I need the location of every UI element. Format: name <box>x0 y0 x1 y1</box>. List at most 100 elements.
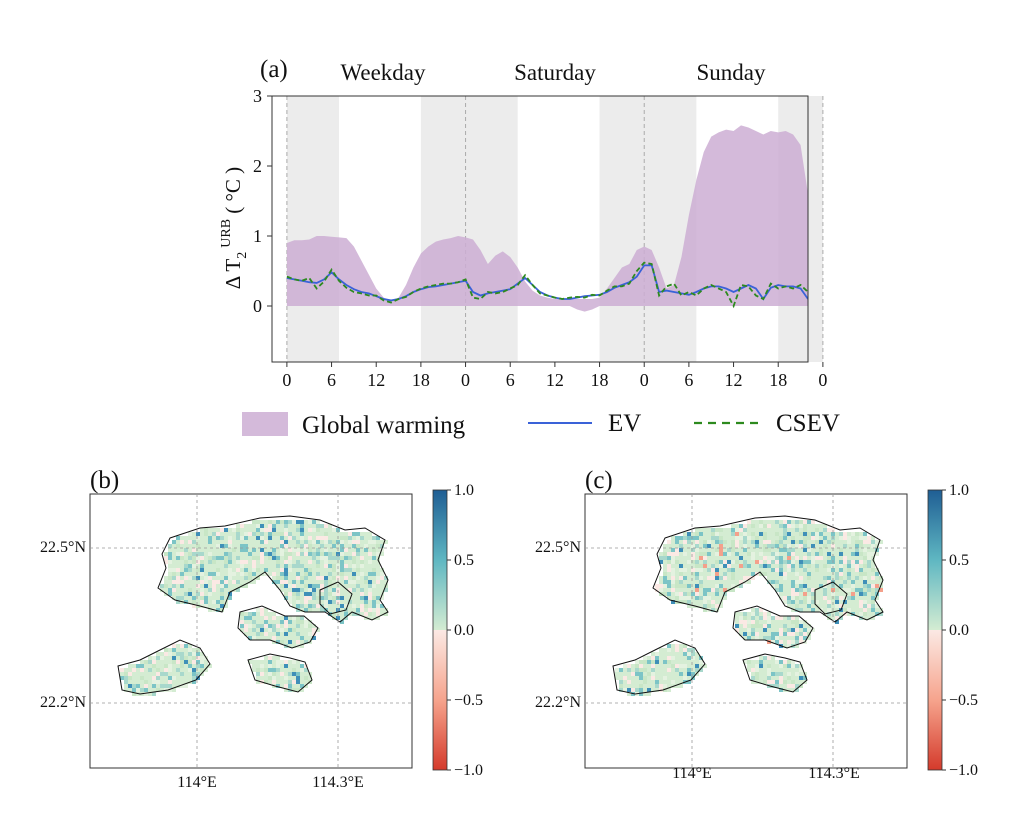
heatmap-cell <box>667 588 671 592</box>
heatmap-cell <box>739 564 743 568</box>
heatmap-cell <box>743 616 747 620</box>
heatmap-cell <box>819 556 823 560</box>
heatmap-cell <box>787 520 791 524</box>
heatmap-cell <box>176 576 180 580</box>
heatmap-cell <box>791 664 795 668</box>
heatmap-cell <box>316 608 320 612</box>
heatmap-cell <box>787 684 791 688</box>
heatmap-cell <box>743 564 747 568</box>
heatmap-cell <box>280 676 284 680</box>
y-axis-label: Δ T2URB ( °C ) <box>219 167 250 289</box>
heatmap-cell <box>871 616 875 620</box>
heatmap-cell <box>244 612 248 616</box>
heatmap-cell <box>775 676 779 680</box>
heatmap-cell <box>707 576 711 580</box>
heatmap-cell <box>188 564 192 568</box>
heatmap-cell <box>308 636 312 640</box>
heatmap-cell <box>284 588 288 592</box>
heatmap-cell <box>180 588 184 592</box>
heatmap-cell <box>799 592 803 596</box>
heatmap-cell <box>332 572 336 576</box>
heatmap-cell <box>140 684 144 688</box>
heatmap-cell <box>755 612 759 616</box>
heatmap-cell <box>384 576 388 580</box>
heatmap-cell <box>276 664 280 668</box>
heatmap-cell <box>252 616 256 620</box>
heatmap-cell <box>687 556 691 560</box>
heatmap-cell <box>328 548 332 552</box>
heatmap-cell <box>260 632 264 636</box>
heatmap-cell <box>699 580 703 584</box>
heatmap-cell <box>795 620 799 624</box>
heatmap-cell <box>707 572 711 576</box>
heatmap-cell <box>835 600 839 604</box>
heatmap-cell <box>244 532 248 536</box>
heatmap-cell <box>779 528 783 532</box>
heatmap-cell <box>308 676 312 680</box>
heatmap-cell <box>807 572 811 576</box>
heatmap-cell <box>763 624 767 628</box>
heatmap-cell <box>316 628 320 632</box>
heatmap-cell <box>356 568 360 572</box>
heatmap-cell <box>168 556 172 560</box>
heatmap-cell <box>811 568 815 572</box>
heatmap-cell <box>723 560 727 564</box>
heatmap-cell <box>711 608 715 612</box>
heatmap-cell <box>743 556 747 560</box>
heatmap-cell <box>252 552 256 556</box>
heatmap-cell <box>779 680 783 684</box>
heatmap-cell <box>188 552 192 556</box>
heatmap-cell <box>300 544 304 548</box>
heatmap-cell <box>795 576 799 580</box>
heatmap-cell <box>691 564 695 568</box>
heatmap-cell <box>699 664 703 668</box>
heatmap-cell <box>775 544 779 548</box>
heatmap-cell <box>304 556 308 560</box>
heatmap-cell <box>843 536 847 540</box>
heatmap-cell <box>264 548 268 552</box>
heatmap-cell <box>871 588 875 592</box>
heatmap-cell <box>276 532 280 536</box>
heatmap-cell <box>815 548 819 552</box>
heatmap-cell <box>240 612 244 616</box>
heatmap-cell <box>176 652 180 656</box>
heatmap-cell <box>212 596 216 600</box>
heatmap-cell <box>871 612 875 616</box>
heatmap-cell <box>268 568 272 572</box>
heatmap-cell <box>787 528 791 532</box>
heatmap-cell <box>807 552 811 556</box>
heatmap-cell <box>867 572 871 576</box>
heatmap-cell <box>184 536 188 540</box>
heatmap-cell <box>156 660 160 664</box>
heatmap-cell <box>188 600 192 604</box>
heatmap-cell <box>368 572 372 576</box>
heatmap-cell <box>683 532 687 536</box>
heatmap-cell <box>795 624 799 628</box>
heatmap-cell <box>839 580 843 584</box>
heatmap-cell <box>803 568 807 572</box>
heatmap-cell <box>340 556 344 560</box>
heatmap-cell <box>827 528 831 532</box>
heatmap-cell <box>304 636 308 640</box>
heatmap-cell <box>771 532 775 536</box>
heatmap-cell <box>747 552 751 556</box>
heatmap-cell <box>731 552 735 556</box>
heatmap-cell <box>755 620 759 624</box>
heatmap-cell <box>671 676 675 680</box>
heatmap-cell <box>200 580 204 584</box>
heatmap-cell <box>340 564 344 568</box>
heatmap-cell <box>643 676 647 680</box>
heatmap-cell <box>368 564 372 568</box>
heatmap-cell <box>212 604 216 608</box>
heatmap-cell <box>240 620 244 624</box>
heatmap-cell <box>192 648 196 652</box>
heatmap-cell <box>336 616 340 620</box>
heatmap-cell <box>827 572 831 576</box>
heatmap-cell <box>619 676 623 680</box>
heatmap-cell <box>276 636 280 640</box>
heatmap-cell <box>667 556 671 560</box>
heatmap-cell <box>659 560 663 564</box>
heatmap-cell <box>244 628 248 632</box>
heatmap-cell <box>799 572 803 576</box>
heatmap-cell <box>284 660 288 664</box>
